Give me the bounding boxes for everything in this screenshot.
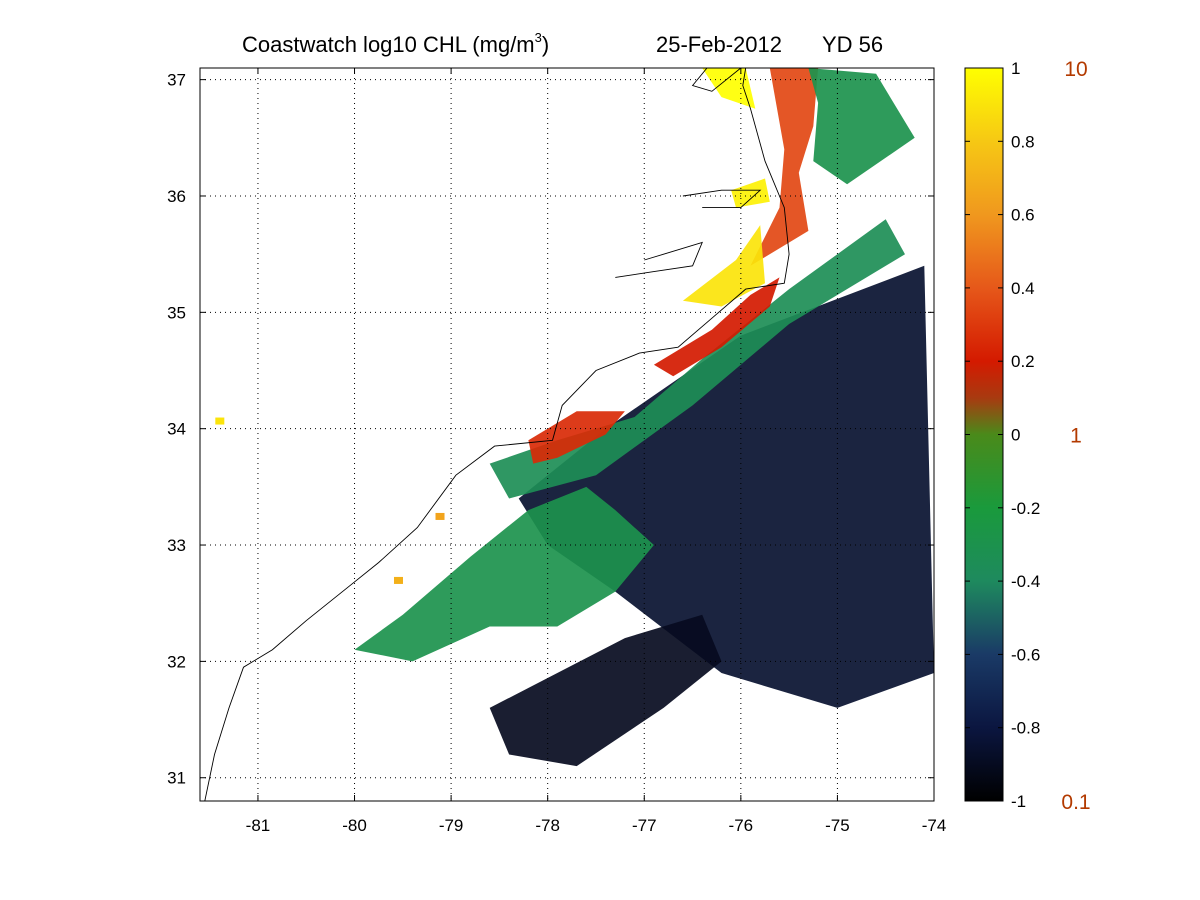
colorbar-tick-label: -1 xyxy=(1011,792,1026,811)
chl-region-onslow-bay-bloom xyxy=(653,277,780,377)
colorbar-tick-label: 0.4 xyxy=(1011,279,1035,298)
colorbar-tick-label: 0.2 xyxy=(1011,352,1035,371)
colorbar-tick-label: 0.6 xyxy=(1011,206,1035,225)
colorbar-tick-label: -0.6 xyxy=(1011,645,1040,664)
y-tick-label: 36 xyxy=(167,187,186,206)
colorbar: 1 0.8 0.6 0.4 0.2 0 -0.2 -0.4 -0.6 -0.8 -1 10 1 0.1 xyxy=(964,58,1091,814)
coastline xyxy=(204,68,790,801)
x-tick-label: -74 xyxy=(922,816,947,835)
y-tick-label: 31 xyxy=(167,769,186,788)
lat-lon-grid xyxy=(200,68,934,801)
colorbar-linear-label: 0.1 xyxy=(1061,791,1090,814)
chl-region-shelf-water-south xyxy=(354,486,654,662)
map-title: Coastwatch log10 CHL (mg/m3) xyxy=(242,30,549,57)
chlorophyll-field xyxy=(215,68,934,767)
chl-region-hatteras-to-va-band xyxy=(750,68,819,266)
y-tick-label: 33 xyxy=(167,536,186,555)
colorbar-linear-label: 1 xyxy=(1070,425,1082,448)
map-panel: -81 -80 -79 -78 -77 -76 -75 -74 31 32 33 34 35 36 37 xyxy=(167,67,947,835)
x-tick-label: -81 xyxy=(246,816,271,835)
colorbar-tick-label: 0.8 xyxy=(1011,132,1035,151)
title-date: 25-Feb-2012 xyxy=(656,32,782,57)
coastline-segment xyxy=(615,241,703,278)
colorbar-linear-label: 10 xyxy=(1064,58,1087,81)
title-yearday: YD 56 xyxy=(822,32,883,57)
colorbar-tick-label: -0.4 xyxy=(1011,572,1040,591)
x-tick-label: -75 xyxy=(825,816,850,835)
x-tick-label: -76 xyxy=(729,816,754,835)
title-product: Coastwatch log10 CHL (mg/m xyxy=(242,32,535,57)
title-superscript: 3 xyxy=(535,30,542,45)
chl-patch xyxy=(393,576,403,584)
chl-patch xyxy=(435,512,445,520)
x-tick-label: -79 xyxy=(439,816,464,835)
colorbar-tick-label: 0 xyxy=(1011,426,1020,445)
chl-region-chesapeake-mouth xyxy=(702,68,756,109)
chl-region-cape-fear-plume xyxy=(528,411,625,464)
colorbar-ramp xyxy=(964,67,1004,802)
y-tick-label: 35 xyxy=(167,303,186,322)
title-close: ) xyxy=(542,32,549,57)
colorbar-ticks: 1 0.8 0.6 0.4 0.2 0 -0.2 -0.4 -0.6 -0.8 -1 xyxy=(965,59,1040,811)
chl-region-northern-shelf xyxy=(808,68,915,185)
y-tick-label: 34 xyxy=(167,420,186,439)
colorbar-tick-label: -0.8 xyxy=(1011,719,1040,738)
x-tick-label: -78 xyxy=(535,816,560,835)
x-tick-label: -77 xyxy=(632,816,657,835)
chl-region-pamlico-sound xyxy=(682,225,765,307)
coastline-segment xyxy=(682,189,762,209)
map-frame xyxy=(199,67,935,802)
colorbar-tick-label: 1 xyxy=(1011,59,1020,78)
colorbar-linear-labels: 10 1 0.1 xyxy=(1061,58,1090,814)
latitude-ticks: 31 32 33 34 35 36 37 xyxy=(167,71,934,788)
colorbar-tick-label: -0.2 xyxy=(1011,499,1040,518)
y-tick-label: 37 xyxy=(167,71,186,90)
coastline-segment xyxy=(691,68,742,92)
y-tick-label: 32 xyxy=(167,652,186,671)
chl-region-shelf-water-mid xyxy=(489,219,905,499)
coastline-segment xyxy=(204,68,790,801)
chl-region-albemarle-sound xyxy=(731,178,770,208)
x-tick-label: -80 xyxy=(342,816,367,835)
chl-region-offshore-deep-water xyxy=(518,265,934,708)
longitude-ticks: -81 -80 -79 -78 -77 -76 -75 -74 xyxy=(246,68,947,835)
chl-patch xyxy=(215,417,225,425)
